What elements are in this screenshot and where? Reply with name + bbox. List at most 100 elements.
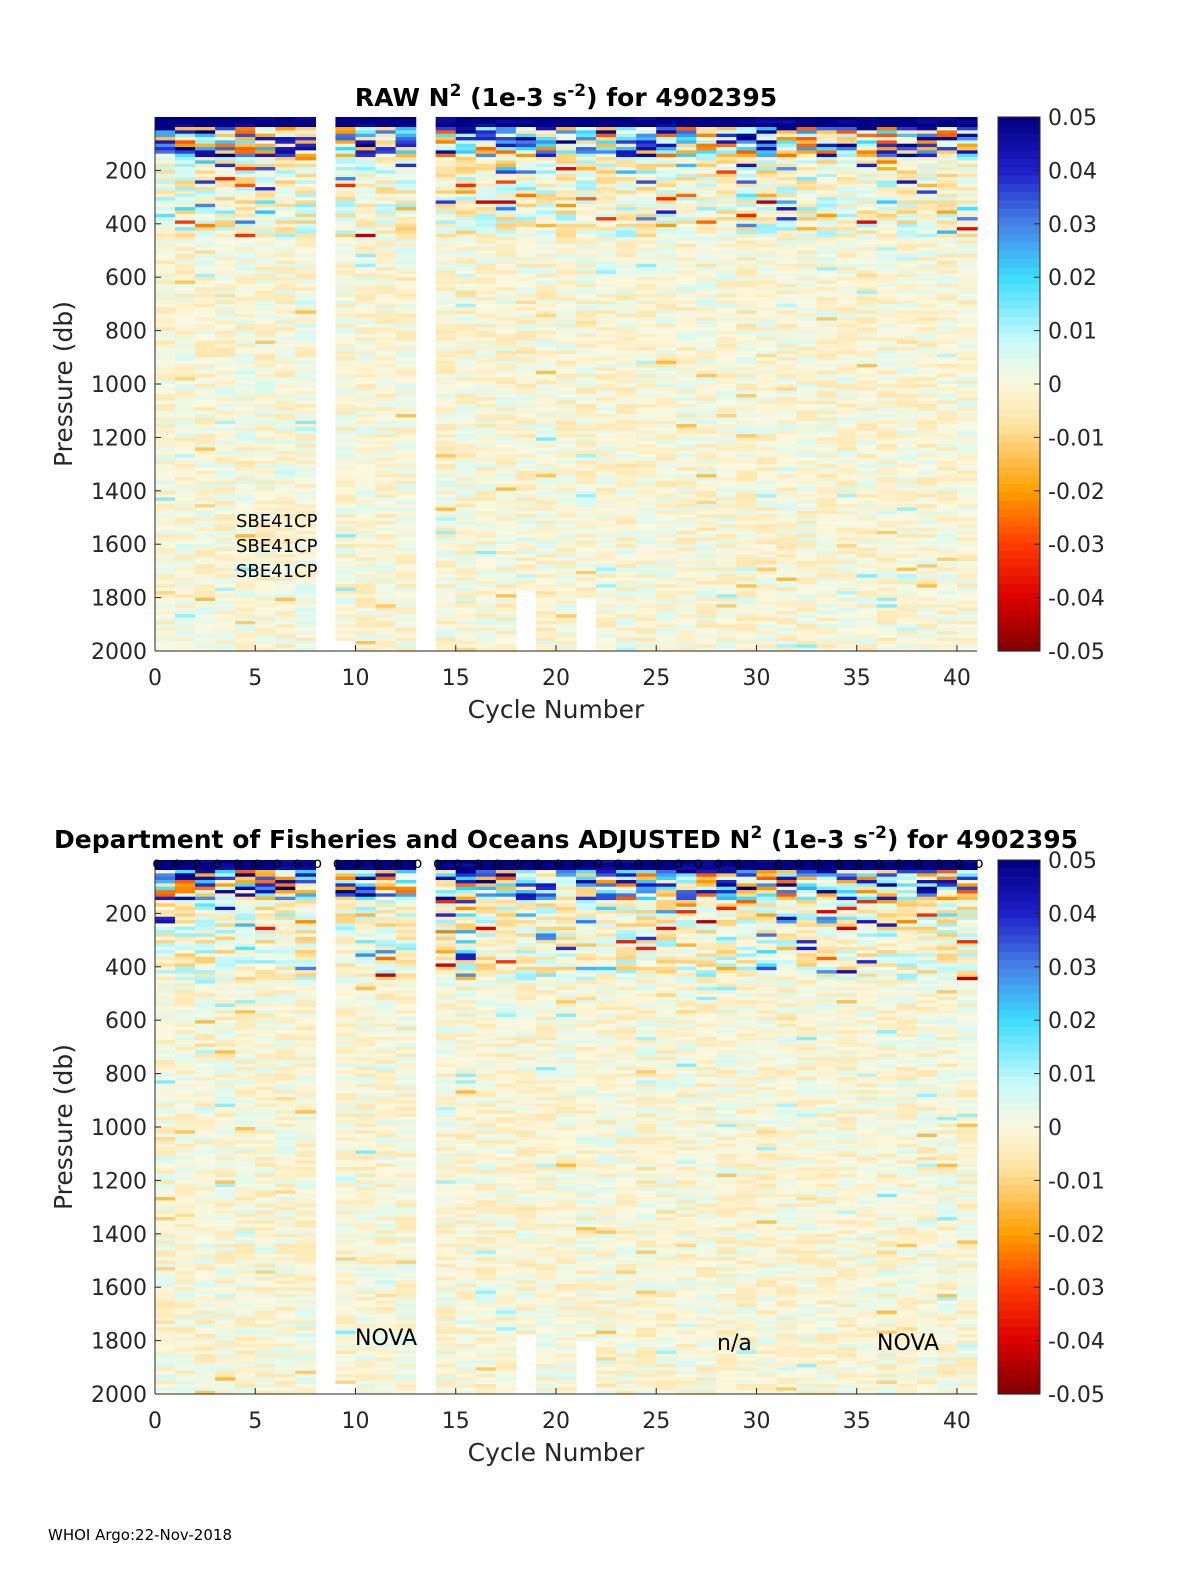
heatmap-cell — [495, 297, 517, 302]
heatmap-cell — [395, 330, 417, 335]
heatmap-cell — [175, 614, 196, 619]
heatmap-cell — [816, 360, 838, 365]
heatmap-cell — [555, 380, 577, 385]
heatmap-cell — [515, 183, 537, 188]
heatmap-cell — [475, 564, 497, 569]
heatmap-cell — [656, 544, 677, 549]
heatmap-cell — [395, 494, 417, 499]
heatmap-cell — [796, 570, 818, 575]
heatmap-cell — [535, 590, 557, 595]
heatmap-cell — [175, 540, 196, 545]
heatmap-cell — [455, 507, 477, 512]
heatmap-cell — [816, 140, 838, 145]
heatmap-cell — [255, 333, 276, 338]
heatmap-cell — [475, 537, 497, 542]
heatmap-cell — [375, 564, 397, 569]
heatmap-cell — [676, 394, 697, 398]
heatmap-cell — [696, 223, 717, 228]
heatmap-cell — [576, 447, 597, 452]
heatmap-cell — [696, 397, 717, 402]
heatmap-cell — [636, 464, 657, 469]
heatmap-cell — [555, 273, 577, 278]
heatmap-cell — [215, 537, 236, 542]
heatmap-cell — [195, 400, 216, 405]
heatmap-cell — [255, 560, 276, 565]
heatmap-cell — [255, 494, 276, 499]
heatmap-cell — [696, 497, 717, 502]
heatmap-cell — [335, 384, 357, 388]
heatmap-cell — [475, 534, 497, 539]
heatmap-cell — [235, 534, 256, 539]
heatmap-cell — [435, 253, 457, 258]
heatmap-cell — [275, 223, 296, 228]
heatmap-cell — [355, 220, 377, 225]
heatmap-cell — [195, 313, 216, 318]
heatmap-cell — [596, 584, 617, 589]
heatmap-cell — [235, 270, 256, 275]
heatmap-cell — [515, 517, 537, 522]
heatmap-cell — [696, 333, 717, 338]
heatmap-cell — [495, 337, 517, 342]
heatmap-cell — [395, 343, 417, 348]
heatmap-cell — [475, 617, 497, 622]
heatmap-cell — [676, 534, 697, 539]
heatmap-cell — [195, 577, 216, 582]
heatmap-cell — [816, 323, 838, 328]
heatmap-cell — [656, 520, 677, 525]
heatmap-cell — [455, 147, 477, 151]
heatmap-cell — [716, 520, 738, 525]
heatmap-cell — [475, 520, 497, 525]
heatmap-cell — [475, 333, 497, 338]
heatmap-cell — [175, 557, 196, 562]
heatmap-cell — [395, 380, 417, 385]
heatmap-cell — [756, 484, 778, 489]
heatmap-cell — [475, 547, 497, 552]
heatmap-cell — [796, 497, 818, 502]
heatmap-cell — [295, 323, 316, 328]
heatmap-cell — [215, 594, 236, 599]
heatmap-cell — [756, 607, 778, 612]
heatmap-cell — [535, 547, 557, 552]
heatmap-cell — [656, 554, 677, 559]
heatmap-cell — [616, 480, 637, 485]
heatmap-cell — [535, 550, 557, 555]
heatmap-cell — [295, 217, 316, 222]
heatmap-cell — [576, 120, 597, 125]
heatmap-cell — [275, 283, 296, 288]
heatmap-cell — [696, 600, 717, 605]
heatmap-cell — [255, 437, 276, 442]
heatmap-cell — [495, 387, 517, 392]
heatmap-cell — [295, 357, 316, 362]
heatmap-cell — [275, 454, 296, 459]
heatmap-cell — [776, 173, 798, 178]
heatmap-cell — [395, 644, 417, 649]
heatmap-cell — [455, 287, 477, 292]
heatmap-cell — [816, 143, 838, 148]
heatmap-cell — [555, 637, 577, 642]
heatmap-cell — [295, 567, 316, 572]
heatmap-cell — [455, 557, 477, 562]
heatmap-cell — [555, 557, 577, 562]
heatmap-cell — [395, 267, 417, 272]
heatmap-cell — [776, 520, 798, 525]
heatmap-cell — [335, 490, 357, 495]
heatmap-cell — [155, 343, 176, 348]
heatmap-cell — [195, 517, 216, 522]
heatmap-cell — [656, 394, 677, 398]
heatmap-cell — [796, 213, 818, 218]
heatmap-cell — [756, 640, 778, 645]
heatmap-cell — [636, 220, 657, 225]
heatmap-cell — [796, 210, 818, 215]
heatmap-cell — [796, 293, 818, 298]
heatmap-cell — [816, 147, 838, 151]
heatmap-cell — [375, 510, 397, 515]
heatmap-cell — [636, 564, 657, 569]
heatmap-cell — [696, 130, 717, 135]
heatmap-cell — [215, 457, 236, 462]
heatmap-cell — [475, 283, 497, 288]
heatmap-cell — [656, 260, 677, 265]
heatmap-cell — [716, 340, 738, 345]
heatmap-cell — [395, 270, 417, 275]
heatmap-cell — [555, 210, 577, 215]
heatmap-cell — [495, 127, 517, 131]
